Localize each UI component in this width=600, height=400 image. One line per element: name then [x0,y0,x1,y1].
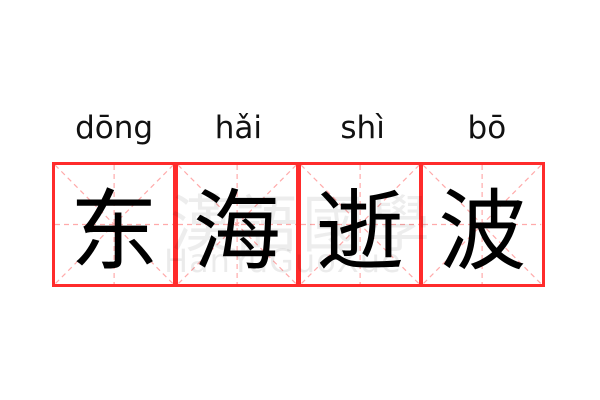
pinyin-row: dōng hǎi shì bō [52,106,549,150]
hanzi-3: 逝 [315,180,404,283]
hanzi-2: 海 [192,180,281,283]
pinyin-1: dōng [75,110,154,146]
character-cell: 波 [420,162,545,287]
character-grid: 东 海 逝 波 [52,162,549,287]
character-cell: 东 [52,162,177,287]
guide-lines [301,165,419,284]
hanzi-4: 波 [438,180,527,283]
guide-line [301,165,419,284]
character-cell: 海 [174,162,299,287]
guide-line [423,165,541,284]
guide-line [55,165,173,284]
pinyin-3: shì [340,110,385,146]
guide-lines [55,165,173,284]
pinyin-2: hǎi [214,110,262,146]
character-cell: 逝 [297,162,422,287]
guide-lines [178,165,296,284]
guide-lines [423,165,541,284]
guide-line [178,165,296,284]
pinyin-4: bō [467,110,507,146]
hanzi-1: 东 [70,180,159,283]
